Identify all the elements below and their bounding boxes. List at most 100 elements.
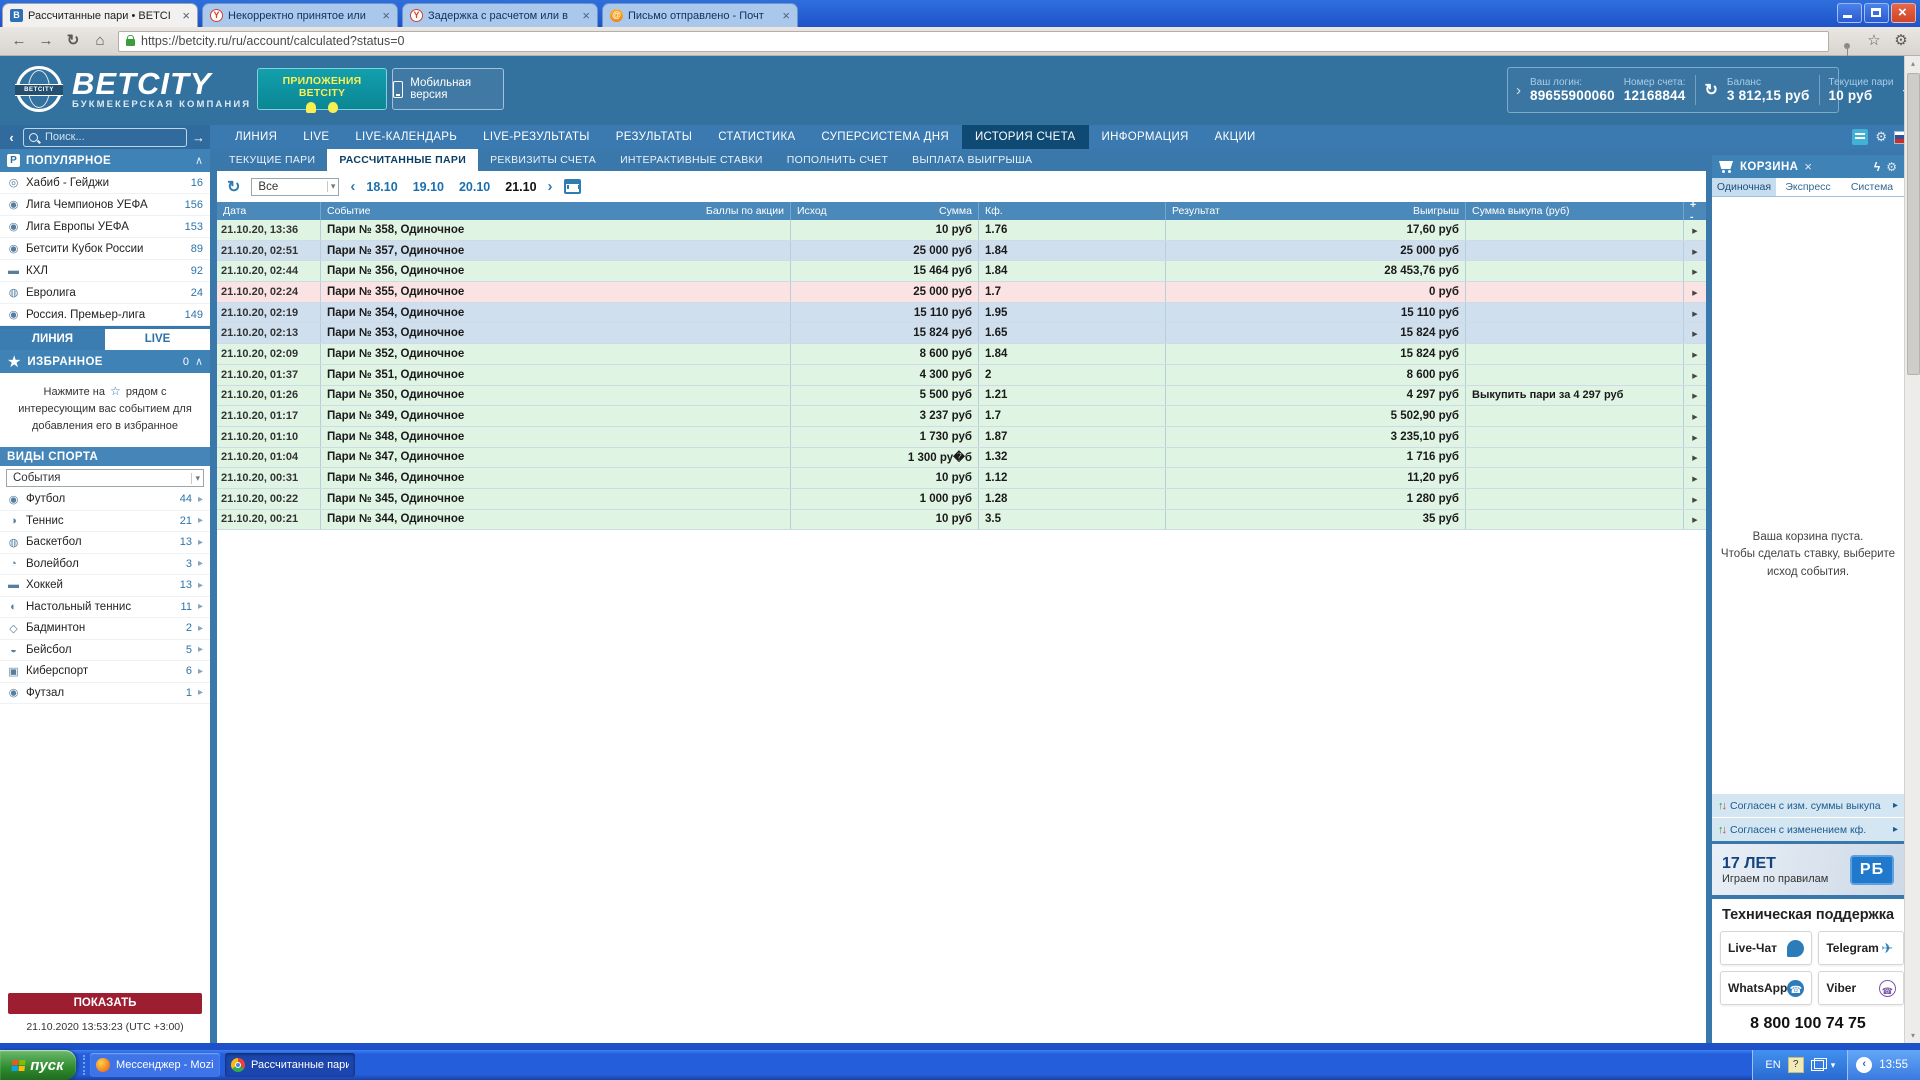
table-row[interactable]: 21.10.20, 02:24 Пари № 355, Одиночное 25…: [217, 282, 1706, 303]
bet-buyout-action[interactable]: [1465, 323, 1683, 344]
bet-buyout-action[interactable]: [1465, 509, 1683, 530]
start-button[interactable]: пуск: [0, 1050, 76, 1080]
page-scrollbar[interactable]: [1904, 56, 1920, 1043]
row-expand-arrow[interactable]: [1683, 426, 1706, 447]
prev-dates-icon[interactable]: [350, 178, 355, 195]
row-expand-arrow[interactable]: [1683, 385, 1706, 406]
betcity-logo[interactable]: BETCITY BETCITY БУКМЕКЕРСКАЯ КОМПАНИЯ: [15, 66, 251, 112]
account-subtab[interactable]: ВЫПЛАТА ВЫИГРЫША: [912, 154, 1033, 166]
account-subtab[interactable]: РАССЧИТАННЫЕ ПАРИ: [327, 149, 479, 171]
account-subtab[interactable]: ТЕКУЩИЕ ПАРИ: [229, 154, 316, 166]
date-filter[interactable]: 19.10: [412, 179, 444, 194]
nav-item[interactable]: LIVE-РЕЗУЛЬТАТЫ: [483, 131, 590, 143]
close-icon[interactable]: [1804, 159, 1812, 174]
row-expand-arrow[interactable]: [1683, 344, 1706, 364]
browser-tab[interactable]: Письмо отправлено - Почт: [602, 3, 798, 27]
calendar-icon[interactable]: [563, 179, 581, 194]
window-minimize-button[interactable]: [1837, 3, 1862, 23]
table-row[interactable]: 21.10.20, 00:22 Пари № 345, Одиночное 1 …: [217, 488, 1706, 510]
popular-item[interactable]: ◉ Россия. Премьер-лига 149: [0, 304, 210, 326]
next-dates-icon[interactable]: [548, 178, 553, 195]
support-button[interactable]: Telegram: [1818, 931, 1904, 965]
nav-item[interactable]: АКЦИИ: [1214, 131, 1256, 143]
bet-buyout-action[interactable]: [1465, 488, 1683, 509]
row-expand-arrow[interactable]: [1683, 364, 1706, 385]
refresh-icon[interactable]: [227, 177, 240, 197]
table-row[interactable]: 21.10.20, 01:26 Пари № 350, Одиночное 5 …: [217, 385, 1706, 407]
table-row[interactable]: 21.10.20, 02:51 Пари № 357, Одиночное 25…: [217, 240, 1706, 262]
row-expand-arrow[interactable]: [1683, 509, 1706, 530]
favorites-section-header[interactable]: ★ ИЗБРАННОЕ 0: [0, 350, 210, 373]
collapse-chevron-icon[interactable]: [195, 154, 203, 167]
table-row[interactable]: 21.10.20, 02:13 Пари № 353, Одиночное 15…: [217, 323, 1706, 345]
bet-buyout-action[interactable]: [1465, 220, 1683, 240]
table-row[interactable]: 21.10.20, 01:04 Пари № 347, Одиночное 1 …: [217, 447, 1706, 469]
basket-tab[interactable]: Одиночная: [1712, 178, 1776, 196]
row-expand-arrow[interactable]: [1683, 323, 1706, 344]
account-subtab[interactable]: ПОПОЛНИТЬ СЧЕТ: [786, 154, 889, 166]
popular-item[interactable]: ◎ Хабиб - Гейджи 16: [0, 172, 210, 194]
home-button[interactable]: [91, 32, 109, 50]
table-row[interactable]: 21.10.20, 01:17 Пари № 349, Одиночное 3 …: [217, 406, 1706, 427]
nav-item[interactable]: СТАТИСТИКА: [718, 131, 796, 143]
language-indicator[interactable]: EN: [1765, 1059, 1781, 1071]
window-maximize-button[interactable]: [1864, 3, 1889, 23]
popular-item[interactable]: ▬ КХЛ 92: [0, 260, 210, 282]
row-expand-arrow[interactable]: [1683, 488, 1706, 509]
row-expand-arrow[interactable]: [1683, 302, 1706, 323]
row-expand-arrow[interactable]: [1683, 282, 1706, 302]
reload-button[interactable]: [64, 32, 82, 50]
nav-item[interactable]: LIVE: [303, 131, 330, 143]
period-select[interactable]: Все: [251, 177, 340, 196]
browser-tab[interactable]: Некорректно принятое или: [202, 3, 398, 27]
search-input[interactable]: [43, 130, 181, 144]
browser-tab[interactable]: Рассчитанные пари • BETCI: [2, 3, 198, 27]
tab-close-icon[interactable]: [382, 9, 390, 22]
date-filter[interactable]: 21.10: [505, 179, 537, 194]
table-row[interactable]: 21.10.20, 00:21 Пари № 344, Одиночное 10…: [217, 509, 1706, 531]
table-row[interactable]: 21.10.20, 00:31 Пари № 346, Одиночное 10…: [217, 468, 1706, 489]
account-subtab[interactable]: РЕКВИЗИТЫ СЧЕТА: [490, 154, 597, 166]
apps-button[interactable]: ПРИЛОЖЕНИЯ BETCITY: [257, 68, 387, 113]
agree-buyout-toggle[interactable]: Согласен с изм. суммы выкупа: [1712, 793, 1904, 817]
table-row[interactable]: 21.10.20, 02:09 Пари № 352, Одиночное 8 …: [217, 344, 1706, 365]
date-filter[interactable]: 20.10: [458, 179, 491, 194]
row-expand-arrow[interactable]: [1683, 447, 1706, 468]
popular-item[interactable]: ◉ Бетсити Кубок России 89: [0, 238, 210, 260]
account-panel[interactable]: Ваш логин: 89655900060 Номер счета: 1216…: [1507, 67, 1893, 113]
agree-coef-toggle[interactable]: Согласен с изменением кф.: [1712, 817, 1904, 841]
gear-icon[interactable]: [1886, 160, 1897, 174]
taskbar-app-button[interactable]: Мессенджер - Mozilla...: [90, 1053, 220, 1077]
nav-item[interactable]: ИНФОРМАЦИЯ: [1101, 131, 1189, 143]
browser-tab[interactable]: Задержка с расчетом или в: [402, 3, 598, 27]
widget-icon[interactable]: [1852, 129, 1869, 145]
bet-buyout-action[interactable]: [1465, 468, 1683, 488]
sport-item[interactable]: ◉ Футзал 1: [0, 683, 210, 705]
row-expand-arrow[interactable]: [1683, 406, 1706, 426]
bet-buyout-action[interactable]: [1465, 447, 1683, 468]
basket-tab[interactable]: Система: [1850, 181, 1894, 193]
tab-close-icon[interactable]: [582, 9, 590, 22]
table-row[interactable]: 21.10.20, 13:36 Пари № 358, Одиночное 10…: [217, 220, 1706, 241]
account-subtab[interactable]: ИНТЕРАКТИВНЫЕ СТАВКИ: [620, 154, 763, 166]
table-row[interactable]: 21.10.20, 02:19 Пари № 354, Одиночное 15…: [217, 302, 1706, 324]
taskbar-app-button[interactable]: Рассчитанные пари ...: [225, 1053, 355, 1077]
row-expand-arrow[interactable]: [1683, 261, 1706, 282]
bet-buyout-action[interactable]: [1465, 240, 1683, 261]
restore-icon[interactable]: [1810, 1057, 1827, 1071]
bet-buyout-action[interactable]: [1465, 426, 1683, 447]
sidebar-collapse-icon[interactable]: [5, 130, 18, 145]
address-bar[interactable]: https://betcity.ru/ru/account/calculated…: [118, 30, 1829, 52]
forward-button[interactable]: [37, 32, 55, 50]
tab-live[interactable]: LIVE: [105, 329, 210, 350]
row-expand-arrow[interactable]: [1683, 220, 1706, 240]
sport-item[interactable]: ◇ Бадминтон 2: [0, 618, 210, 640]
lightning-icon[interactable]: [1874, 160, 1880, 174]
popular-item[interactable]: ◉ Лига Чемпионов УЕФА 156: [0, 194, 210, 216]
refresh-balance-icon[interactable]: [1705, 80, 1718, 100]
nav-item[interactable]: LIVE-КАЛЕНДАРЬ: [355, 131, 458, 143]
show-button[interactable]: ПОКАЗАТЬ: [8, 993, 202, 1014]
row-expand-arrow[interactable]: [1683, 468, 1706, 488]
rb-banner[interactable]: 17 ЛЕТ Играем по правилам РБ: [1712, 844, 1904, 895]
popular-item[interactable]: ◉ Лига Европы УЕФА 153: [0, 216, 210, 238]
